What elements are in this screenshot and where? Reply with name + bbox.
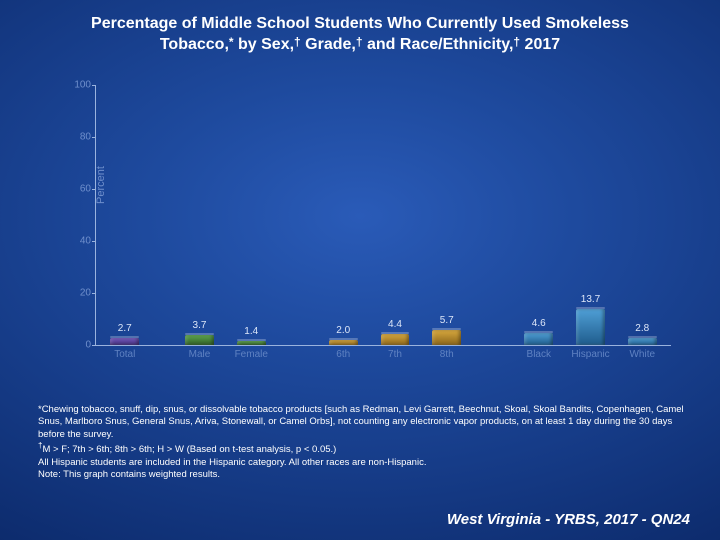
- footnote-1: *Chewing tobacco, snuff, dip, snus, or d…: [38, 404, 688, 441]
- y-tick: [92, 85, 96, 86]
- footnotes: *Chewing tobacco, snuff, dip, snus, or d…: [38, 404, 688, 481]
- y-tick-label: 0: [65, 340, 91, 351]
- bar: [628, 338, 657, 345]
- y-tick: [92, 241, 96, 242]
- category-label: 6th: [336, 349, 350, 360]
- y-tick-label: 40: [65, 236, 91, 247]
- title-line2-a: Tobacco,: [160, 36, 229, 53]
- category-label: Male: [189, 349, 211, 360]
- bar: [185, 335, 214, 345]
- title-sup-dag2: †: [356, 35, 363, 49]
- y-tick-label: 60: [65, 184, 91, 195]
- y-tick: [92, 189, 96, 190]
- title-line2-c: Grade,: [301, 36, 356, 53]
- slide: Percentage of Middle School Students Who…: [0, 0, 720, 540]
- bar-value-label: 3.7: [193, 320, 207, 331]
- y-tick: [92, 293, 96, 294]
- bar: [329, 340, 358, 345]
- title-line2-e: 2017: [520, 36, 560, 53]
- footnote-3: All Hispanic students are included in th…: [38, 457, 688, 469]
- plot-area: 2.73.71.42.04.45.74.613.72.8 TotalMaleFe…: [95, 85, 671, 346]
- footnote-2: †M > F; 7th > 6th; 8th > 6th; H > W (Bas…: [38, 441, 688, 457]
- footnote-2-text: M > F; 7th > 6th; 8th > 6th; H > W (Base…: [42, 444, 336, 455]
- title-line2-d: and Race/Ethnicity,: [363, 36, 514, 53]
- bar-value-label: 2.7: [118, 323, 132, 334]
- title-line1: Percentage of Middle School Students Who…: [91, 15, 629, 32]
- category-label: Hispanic: [571, 349, 609, 360]
- bar-chart: Percent 2.73.71.42.04.45.74.613.72.8 Tot…: [65, 85, 670, 370]
- bar-value-label: 4.4: [388, 319, 402, 330]
- title-line2-b: by Sex,: [234, 36, 294, 53]
- y-tick-label: 100: [65, 80, 91, 91]
- category-label: 7th: [388, 349, 402, 360]
- y-tick: [92, 137, 96, 138]
- y-tick-label: 80: [65, 132, 91, 143]
- category-label: Female: [235, 349, 268, 360]
- bar-value-label: 2.0: [336, 325, 350, 336]
- category-label: White: [629, 349, 655, 360]
- bar: [576, 309, 605, 345]
- y-tick: [92, 345, 96, 346]
- bar: [237, 341, 266, 345]
- bar-value-label: 5.7: [440, 315, 454, 326]
- bar: [524, 333, 553, 345]
- category-label: Total: [114, 349, 135, 360]
- bar-value-label: 1.4: [244, 326, 258, 337]
- category-label: Black: [527, 349, 551, 360]
- title-sup-dag1: †: [294, 35, 301, 49]
- bar: [432, 330, 461, 345]
- bar-value-label: 2.8: [635, 323, 649, 334]
- footer-source: West Virginia - YRBS, 2017 - QN24: [447, 511, 690, 528]
- slide-title: Percentage of Middle School Students Who…: [0, 0, 720, 56]
- bar-value-label: 13.7: [581, 294, 600, 305]
- bar: [381, 334, 410, 345]
- footnote-4: Note: This graph contains weighted resul…: [38, 469, 688, 481]
- bar-value-label: 4.6: [532, 318, 546, 329]
- bar: [110, 338, 139, 345]
- y-tick-label: 20: [65, 288, 91, 299]
- category-label: 8th: [440, 349, 454, 360]
